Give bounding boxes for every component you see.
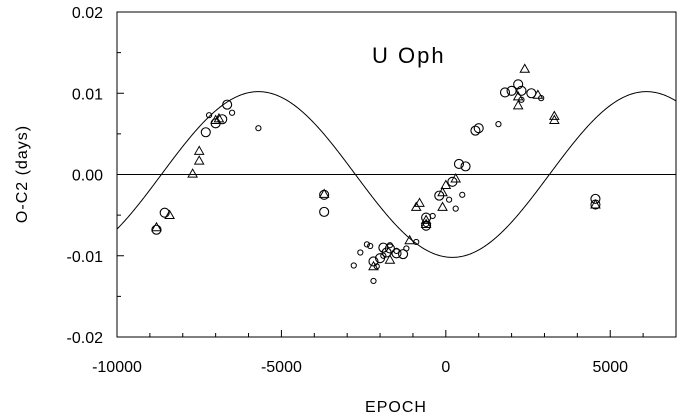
data-point-circle-small — [393, 247, 400, 254]
data-point-circle-small — [386, 242, 394, 249]
data-point-triangle — [384, 254, 396, 264]
x-tick-label: -5000 — [261, 359, 302, 376]
data-point-circle-small — [255, 125, 262, 132]
data-point-triangle — [512, 90, 524, 101]
y-tick-label: 0.01 — [72, 86, 103, 103]
data-points — [151, 63, 601, 285]
y-tick-label: 0.00 — [72, 168, 103, 185]
data-point-circle-large — [470, 125, 481, 136]
data-point-circle-large — [200, 127, 211, 138]
data-point-circle-small — [495, 121, 502, 128]
data-point-circle-large — [516, 85, 527, 96]
x-tick-label: 0 — [441, 359, 450, 376]
data-point-circle-large — [368, 256, 379, 267]
data-point-circle-small — [446, 196, 453, 203]
data-point-circle-large — [391, 248, 402, 259]
data-point-triangle — [440, 179, 452, 189]
x-tick-label: 5000 — [592, 359, 628, 376]
data-point-triangle — [519, 63, 531, 73]
data-point-triangle — [404, 234, 416, 245]
data-point-circle-large — [513, 79, 524, 90]
data-point-circle-small — [363, 241, 371, 248]
y-tick-label: -0.02 — [67, 330, 104, 347]
data-point-triangle — [210, 114, 222, 124]
data-point-triangle — [368, 260, 379, 271]
x-tick-label: -10000 — [92, 359, 142, 376]
data-point-circle-large — [506, 85, 517, 96]
data-point-triangle — [318, 188, 330, 198]
data-point-triangle — [437, 201, 448, 211]
y-axis-title: O-C2 (days) — [14, 125, 31, 223]
data-point-circle-small — [459, 191, 466, 198]
data-point-circle-large — [159, 207, 170, 218]
data-point-triangle — [548, 114, 560, 124]
data-point-circle-large — [319, 206, 330, 217]
fit-curve — [116, 91, 677, 258]
data-point-triangle — [193, 145, 205, 155]
data-point-circle-small — [370, 277, 377, 285]
data-point-triangle — [151, 221, 162, 232]
data-point-triangle — [164, 209, 175, 219]
data-point-circle-large — [398, 249, 409, 260]
y-tick-label: 0.02 — [72, 5, 103, 22]
x-axis-title: EPOCH — [365, 399, 427, 416]
data-point-triangle — [590, 199, 601, 209]
data-point-circle-small — [367, 242, 374, 250]
tick-labels: -10000 -5000 0 5000 -0.02 -0.01 0.00 0.01 0.02 — [67, 5, 629, 376]
data-point-circle-small — [403, 245, 410, 252]
data-point-circle-large — [453, 158, 465, 169]
data-point-circle-small — [357, 249, 364, 256]
data-point-triangle — [512, 99, 524, 110]
data-point-circle-large — [384, 243, 395, 254]
data-point-triangle — [437, 186, 448, 197]
y-tick-label: -0.01 — [67, 249, 104, 266]
data-point-circle-small — [205, 112, 213, 119]
data-point-circle-small — [380, 252, 387, 259]
data-point-circle-small — [228, 109, 236, 116]
data-point-triangle — [420, 214, 432, 224]
data-point-circle-large — [473, 123, 484, 134]
data-point-circle-large — [151, 224, 162, 235]
data-point-circle-small — [350, 262, 357, 269]
data-point-triangle — [193, 155, 205, 165]
data-point-triangle — [532, 89, 544, 99]
data-point-circle-small — [373, 263, 380, 270]
data-point-triangle — [450, 173, 462, 183]
data-point-triangle — [414, 197, 425, 207]
chart-title: U Oph — [372, 43, 446, 68]
data-point-circle-small — [429, 212, 436, 220]
data-point-circle-small — [452, 205, 459, 212]
data-point-circle-large — [590, 193, 601, 204]
data-point-circle-large — [222, 99, 233, 110]
data-point-circle-large — [499, 87, 511, 98]
data-point-triangle — [213, 112, 225, 123]
data-point-circle-large — [460, 161, 471, 172]
data-point-triangle — [420, 218, 432, 228]
data-point-triangle — [187, 168, 198, 178]
data-point-triangle — [548, 110, 560, 120]
